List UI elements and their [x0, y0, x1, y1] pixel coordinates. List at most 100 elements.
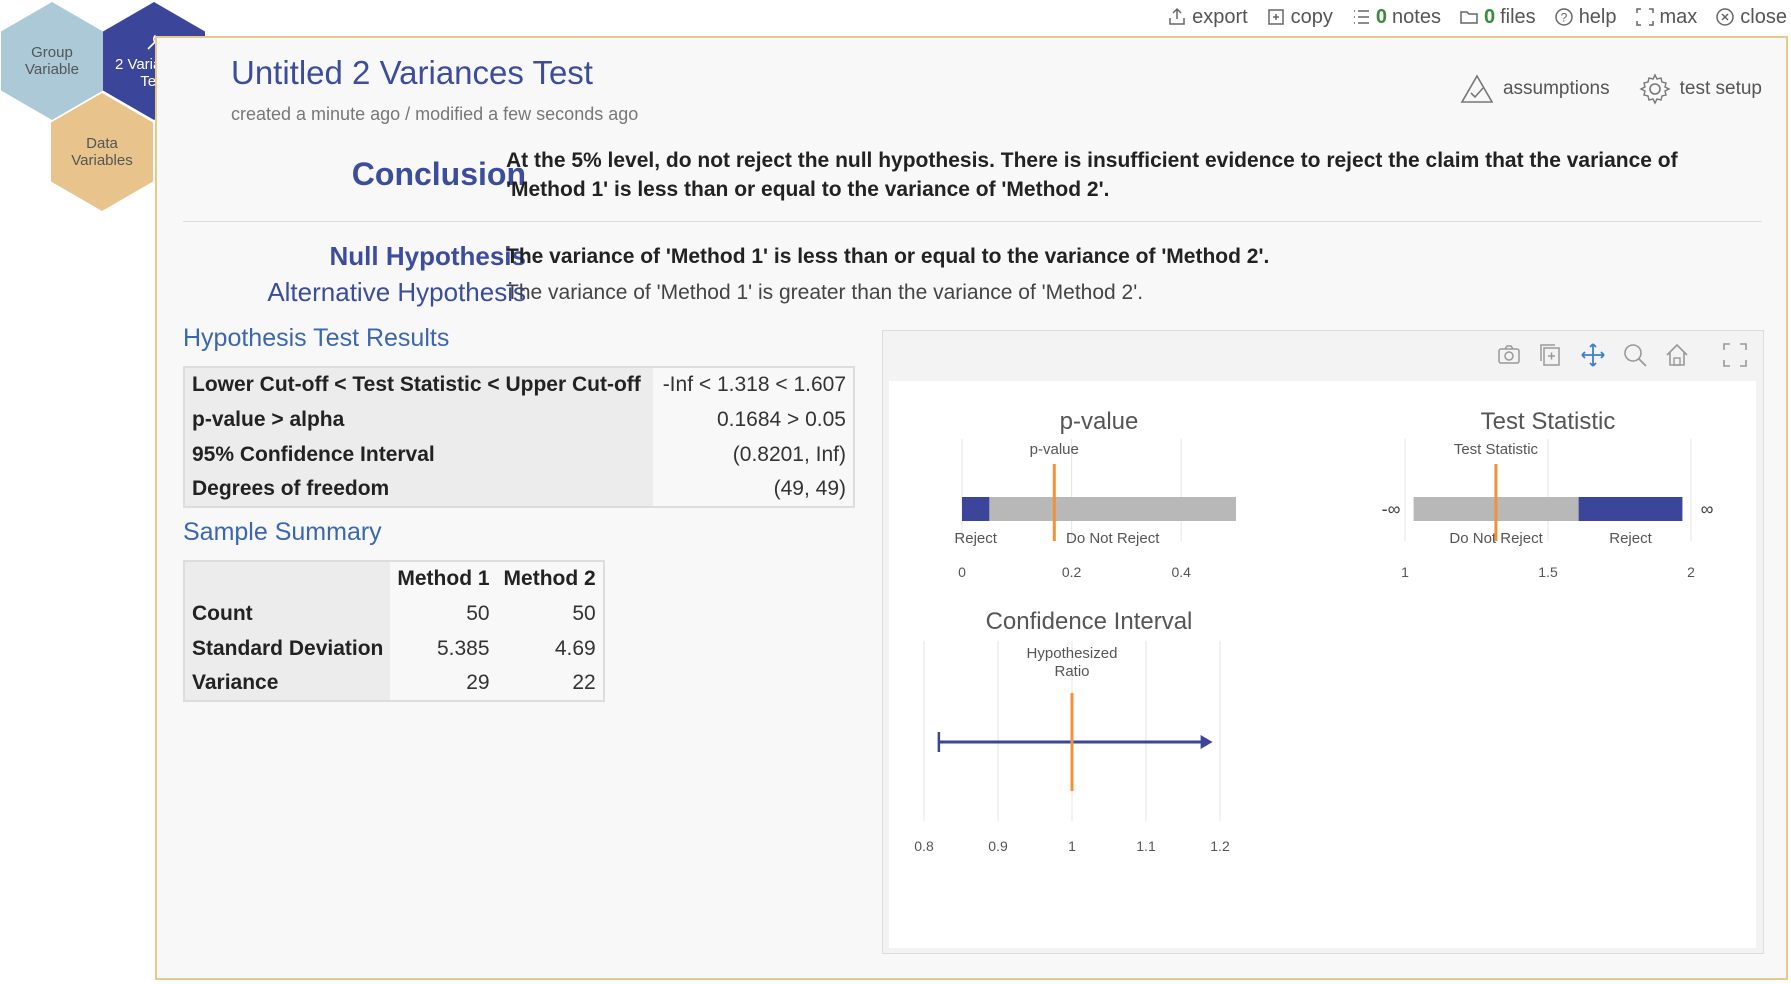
region-label: Reject	[954, 530, 997, 547]
table-row: Lower Cut-off < Test Statistic < Upper C…	[184, 367, 854, 402]
tick-label: 0.2	[1062, 564, 1082, 580]
results-table: Lower Cut-off < Test Statistic < Upper C…	[183, 366, 855, 508]
files-count: 0	[1483, 5, 1496, 28]
table-row: Standard Deviation 5.385 4.69	[184, 631, 604, 666]
test-actions: assumptions test setup	[1459, 72, 1762, 106]
fullscreen-icon[interactable]	[1721, 341, 1749, 369]
maximize-icon	[1635, 8, 1654, 26]
interval-arrow	[1200, 735, 1213, 749]
close-icon	[1716, 8, 1735, 26]
close-button[interactable]: close	[1715, 6, 1787, 29]
export-button[interactable]: export	[1167, 6, 1248, 29]
test-setup-button[interactable]: test setup	[1638, 72, 1762, 106]
null-hypothesis-label: Null Hypothesis	[329, 241, 526, 271]
marker-label: Test Statistic	[1454, 441, 1539, 458]
summary-key: Count	[184, 596, 391, 631]
tick-label: 1.2	[1210, 838, 1230, 854]
charts-svg: p-value 0 0.2 0.4 Reject Do Not Reject p-value…	[914, 408, 1714, 854]
table-header-row: Method 1 Method 2	[184, 561, 604, 596]
divider	[183, 221, 1762, 222]
null-hypothesis-text: The variance of 'Method 1' is less than …	[506, 245, 1270, 268]
add-to-report-icon[interactable]	[1537, 341, 1565, 369]
assumptions-label: assumptions	[1502, 78, 1610, 99]
help-button[interactable]: ? help	[1554, 6, 1617, 29]
chart-title: p-value	[1060, 408, 1139, 435]
results-key: 95% Confidence Interval	[184, 437, 654, 472]
chart-title: Confidence Interval	[986, 608, 1193, 635]
results-key: p-value > alpha	[184, 402, 654, 437]
summary-title: Sample Summary	[183, 518, 382, 546]
header-blank	[184, 561, 391, 596]
summary-table: Method 1 Method 2 Count 50 50 Standard D…	[183, 560, 605, 702]
home-icon[interactable]	[1663, 341, 1691, 369]
marker-label: Hypothesized	[1027, 645, 1118, 662]
chart-title: Test Statistic	[1481, 408, 1616, 435]
files-label: files	[1500, 5, 1536, 28]
page-title[interactable]: Untitled 2 Variances Test	[231, 54, 593, 91]
region-label: Reject	[1609, 530, 1652, 547]
marker-label: Ratio	[1054, 663, 1089, 680]
tick-label: 1	[1401, 564, 1409, 580]
tick-label: 0.9	[988, 838, 1008, 854]
summary-value: 22	[496, 666, 604, 701]
alternative-hypothesis-label: Alternative Hypothesis	[267, 277, 526, 307]
table-row: p-value > alpha 0.1684 > 0.05	[184, 402, 854, 437]
chart-canvas: p-value 0 0.2 0.4 Reject Do Not Reject p-value…	[889, 381, 1756, 948]
tick-label: 0.8	[914, 838, 934, 854]
main-panel: Untitled 2 Variances Test created a minu…	[155, 36, 1788, 980]
nav-hex-group-variable-label: Group Variable	[25, 44, 79, 78]
tick-label: 0	[958, 564, 966, 580]
summary-key: Standard Deviation	[184, 631, 391, 666]
results-title: Hypothesis Test Results	[183, 324, 450, 352]
alternative-hypothesis-text: The variance of 'Method 1' is greater th…	[506, 281, 1144, 304]
table-row: Degrees of freedom (49, 49)	[184, 472, 854, 507]
table-row: 95% Confidence Interval (0.8201, Inf)	[184, 437, 854, 472]
zoom-icon[interactable]	[1621, 341, 1649, 369]
tick-label: 1.5	[1538, 564, 1558, 580]
summary-value: 5.385	[390, 631, 497, 666]
summary-value: 50	[390, 596, 497, 631]
files-button[interactable]: 0 files	[1459, 6, 1536, 29]
copy-button[interactable]: copy	[1266, 6, 1333, 29]
svg-text:?: ?	[1560, 11, 1567, 25]
summary-value: 29	[390, 666, 497, 701]
results-value: 0.1684 > 0.05	[653, 402, 854, 437]
assumptions-icon	[1460, 74, 1494, 103]
close-label: close	[1740, 5, 1787, 28]
list-icon	[1353, 10, 1369, 24]
tick-label: 1.1	[1136, 838, 1156, 854]
nav-hex-data-variables-label: Data Variables	[71, 135, 133, 169]
marker-label: p-value	[1030, 441, 1079, 458]
chart-toolbar	[1495, 341, 1749, 369]
export-label: export	[1192, 5, 1248, 28]
pan-icon[interactable]	[1579, 341, 1607, 369]
results-value: (0.8201, Inf)	[653, 437, 854, 472]
help-icon: ?	[1554, 8, 1573, 26]
end-label: ∞	[1701, 499, 1714, 519]
end-label: -∞	[1382, 499, 1401, 519]
tick-label: 2	[1687, 564, 1695, 580]
region-bar	[989, 497, 1236, 521]
copy-label: copy	[1290, 5, 1333, 28]
region-label: Do Not Reject	[1066, 530, 1160, 547]
max-label: max	[1659, 5, 1698, 28]
table-row: Variance 29 22	[184, 666, 604, 701]
assumptions-button[interactable]: assumptions	[1459, 72, 1610, 106]
column-header: Method 2	[496, 561, 604, 596]
test-setup-label: test setup	[1679, 78, 1762, 99]
page-subtitle: created a minute ago / modified a few se…	[231, 104, 639, 124]
chart-panel: p-value 0 0.2 0.4 Reject Do Not Reject p-value…	[882, 330, 1764, 954]
conclusion-label: Conclusion	[351, 156, 526, 192]
notes-button[interactable]: 0 notes	[1351, 6, 1441, 29]
summary-value: 4.69	[496, 631, 604, 666]
export-icon	[1169, 7, 1185, 25]
notes-label: notes	[1392, 5, 1441, 28]
max-button[interactable]: max	[1635, 5, 1698, 29]
top-toolbar: export copy 0 notes 0 files ? help max c…	[1167, 4, 1787, 30]
summary-key: Variance	[184, 666, 391, 701]
column-header: Method 1	[390, 561, 497, 596]
camera-icon[interactable]	[1495, 341, 1523, 369]
conclusion-text: At the 5% level, do not reject the null …	[506, 149, 1678, 201]
notes-count: 0	[1375, 5, 1388, 28]
results-value: -Inf < 1.318 < 1.607	[653, 367, 854, 402]
